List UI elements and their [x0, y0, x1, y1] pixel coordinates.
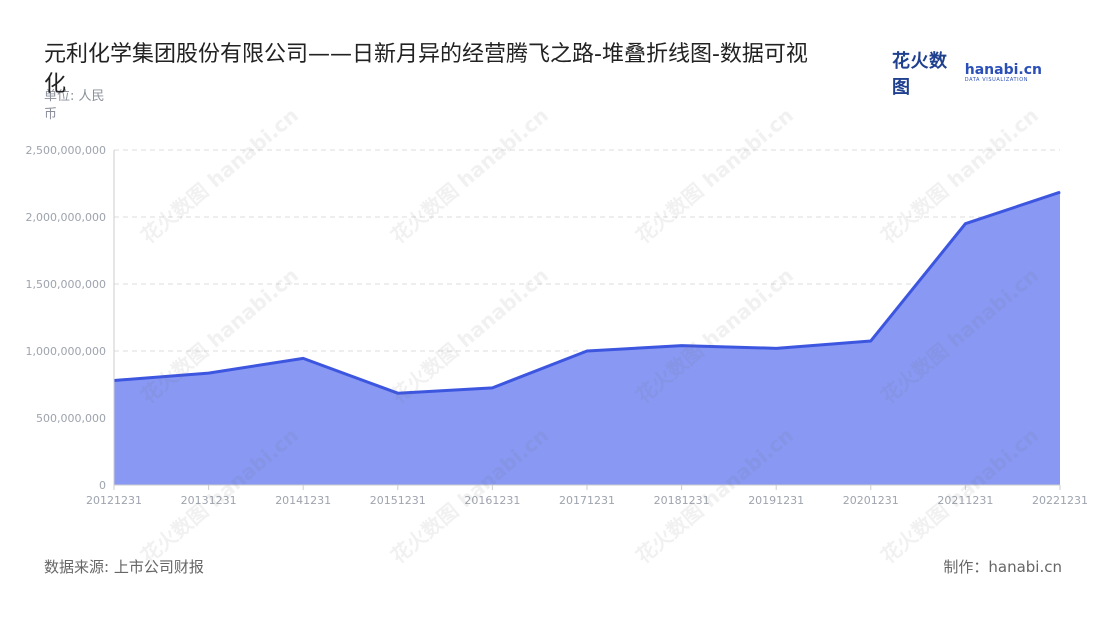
data-point — [775, 347, 777, 349]
data-point — [586, 350, 588, 352]
x-tick-label: 20131231 — [181, 494, 237, 507]
brand-logo: 花火数图 hanabi.cn DATA VISUALIZATION — [892, 51, 1042, 98]
logo-cn-text: 花火数图 — [892, 51, 948, 98]
x-tick-label: 20181231 — [654, 494, 710, 507]
data-point — [491, 387, 493, 389]
data-point — [302, 357, 304, 359]
x-tick-label: 20161231 — [464, 494, 520, 507]
x-tick-label: 20211231 — [937, 494, 993, 507]
data-point — [870, 340, 872, 342]
logo-en-block: hanabi.cn DATA VISUALIZATION — [965, 63, 1042, 83]
credit-label: 制作：hanabi.cn — [943, 558, 1062, 576]
y-tick-label: 1,500,000,000 — [26, 278, 106, 291]
logo-en-subtext: DATA VISUALIZATION — [964, 77, 1029, 83]
y-tick-label: 2,500,000,000 — [26, 144, 106, 157]
data-point — [964, 223, 966, 225]
data-point — [397, 392, 399, 394]
data-source: 数据来源: 上市公司财报 — [44, 558, 204, 576]
x-tick-label: 20221231 — [1032, 494, 1088, 507]
data-point — [208, 372, 210, 374]
data-point — [681, 345, 683, 347]
y-tick-label: 0 — [99, 479, 106, 492]
x-tick-label: 20191231 — [748, 494, 804, 507]
x-tick-label: 20151231 — [370, 494, 426, 507]
unit-label: 单位: 人民币 — [44, 89, 105, 122]
chart-title: 元利化学集团股份有限公司——日新月异的经营腾飞之路-堆叠折线图-数据可视化 — [44, 42, 808, 97]
y-tick-label: 500,000,000 — [36, 412, 106, 425]
logo-en-text: hanabi.cn — [964, 62, 1042, 78]
series-area — [114, 192, 1060, 485]
x-tick-label: 20121231 — [86, 494, 142, 507]
y-tick-label: 1,000,000,000 — [26, 345, 106, 358]
data-point — [1059, 191, 1061, 193]
x-tick-label: 20201231 — [843, 494, 899, 507]
x-tick-label: 20141231 — [275, 494, 331, 507]
x-tick-label: 20171231 — [559, 494, 615, 507]
y-tick-label: 2,000,000,000 — [26, 211, 106, 224]
